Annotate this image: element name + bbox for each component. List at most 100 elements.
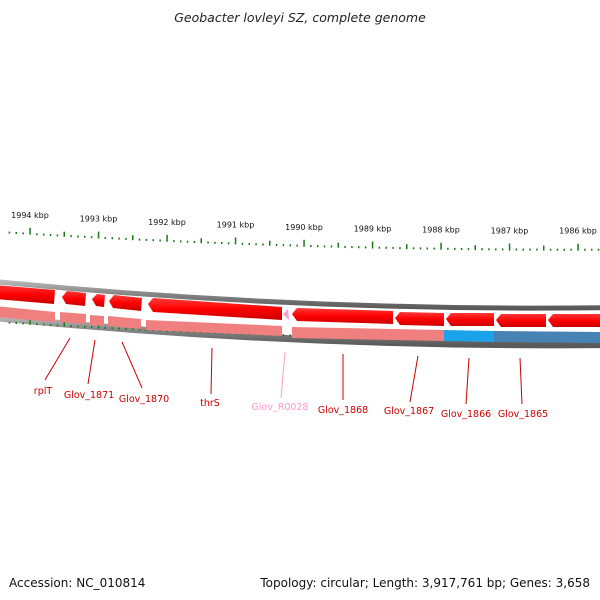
- gene-label-glov-1867[interactable]: Glov_1867: [384, 406, 434, 417]
- gene-arrow-glov-1870[interactable]: [109, 295, 142, 311]
- scale-tick: [118, 327, 120, 330]
- scale-tick: [70, 325, 72, 328]
- scale-tick: [186, 240, 189, 243]
- scale-tick: [508, 243, 511, 251]
- scale-tick: [111, 327, 113, 330]
- gene-label-glov-1866[interactable]: Glov_1866: [441, 409, 491, 420]
- backbone-lower: [0, 314, 600, 349]
- scale-tick: [200, 238, 202, 244]
- scale-tick: [577, 243, 579, 251]
- scale-tick: [358, 246, 360, 249]
- scale-tick: [77, 235, 79, 238]
- scale-tick: [378, 246, 381, 249]
- genome-summary-text: Topology: circular; Length: 3,917,761 bp…: [260, 576, 590, 590]
- scale-tick: [248, 243, 250, 245]
- gene-label-rplT[interactable]: rplT: [34, 386, 53, 397]
- scale-tick: [269, 240, 271, 246]
- gene-arrow-rplT[interactable]: [62, 291, 86, 306]
- scale-tick: [460, 248, 463, 250]
- gene-label-glov-1865[interactable]: Glov_1865: [498, 409, 548, 420]
- scale-tick: [125, 327, 127, 330]
- scale-tick: [36, 233, 38, 236]
- scale-tick: [255, 243, 257, 246]
- lower-segment: [108, 316, 141, 329]
- scale-tick: [111, 237, 113, 240]
- scale-tick: [488, 248, 490, 251]
- scale-tick: [536, 248, 538, 251]
- scale-tick: [597, 248, 600, 251]
- scale-label: 1994 kbp: [11, 211, 49, 220]
- scale-tick: [282, 244, 285, 247]
- scale-tick: [49, 324, 52, 326]
- gene-arrow-glov-1871[interactable]: [92, 294, 105, 307]
- gene-arrow-glov-r0028[interactable]: [283, 309, 289, 320]
- gene-arrow-glov-1867[interactable]: [395, 312, 444, 326]
- scale-tick: [104, 236, 107, 239]
- scale-tick: [193, 241, 196, 243]
- gene-arrow[interactable]: [0, 285, 55, 304]
- leader-line: [87, 339, 96, 385]
- scale-tick: [77, 325, 79, 328]
- scale-tick: [303, 239, 305, 247]
- scale-tick: [364, 246, 367, 249]
- scale-tick: [125, 237, 127, 240]
- scale-tick: [207, 241, 209, 244]
- scale-tick: [90, 236, 93, 239]
- scale-tick: [63, 321, 65, 327]
- gene-arrow-glov-1868[interactable]: [292, 308, 393, 324]
- lower-segment-highlight: [444, 330, 494, 342]
- scale-tick: [43, 233, 45, 236]
- lower-segment-highlight: [494, 331, 600, 343]
- scale-tick: [543, 245, 545, 251]
- scale-label: 1991 kbp: [217, 221, 255, 230]
- scale-tick: [447, 247, 449, 250]
- scale-tick: [454, 247, 456, 250]
- scale-tick: [138, 328, 141, 331]
- gene-label-thrS[interactable]: thrS: [200, 398, 220, 409]
- gene-arrow[interactable]: [548, 314, 600, 327]
- scale-tick: [399, 247, 401, 250]
- scale-tick: [63, 231, 65, 237]
- gene-label-glov-r0028[interactable]: Glov_R0028: [252, 402, 309, 413]
- scale-tick: [310, 245, 312, 247]
- scale-tick: [495, 248, 497, 251]
- scale-tick: [275, 244, 278, 246]
- leader-line: [409, 355, 419, 403]
- gene-arrow-glov-1866[interactable]: [446, 313, 494, 326]
- leader-line: [44, 337, 71, 381]
- gene-arrow-glov-1865[interactable]: [496, 314, 546, 327]
- scale-label: 1986 kbp: [559, 227, 597, 236]
- scale-tick: [323, 245, 326, 248]
- lower-segment: [292, 327, 444, 341]
- leader-line: [121, 341, 143, 389]
- scale-label: 1992 kbp: [148, 218, 186, 227]
- scale-tick: [591, 248, 593, 251]
- scale-tick: [501, 248, 504, 251]
- scale-tick: [227, 242, 230, 245]
- gene-arrow-thrS[interactable]: [148, 298, 282, 320]
- leader-line: [210, 347, 213, 395]
- scale-tick: [180, 240, 182, 243]
- gene-label-glov-1870[interactable]: Glov_1870: [119, 394, 169, 405]
- scale-tick: [330, 245, 333, 248]
- scale-tick: [234, 237, 237, 245]
- scale-label: 1990 kbp: [285, 223, 323, 232]
- map-title: Geobacter lovleyi SZ, complete genome: [174, 10, 426, 25]
- scale-tick: [515, 248, 518, 251]
- scale-tick: [481, 248, 483, 251]
- scale-tick: [221, 242, 223, 244]
- scale-tick: [97, 231, 100, 239]
- scale-label: 1987 kbp: [491, 227, 529, 236]
- scale-tick: [90, 326, 93, 329]
- scale-tick: [159, 239, 161, 242]
- scale-tick: [132, 235, 134, 241]
- scale-tick: [392, 246, 394, 249]
- scale-tick: [173, 240, 175, 243]
- scale-tick: [84, 235, 86, 238]
- gene-label-glov-1871[interactable]: Glov_1871: [64, 390, 114, 401]
- scale-tick: [522, 248, 524, 251]
- scale-tick: [385, 246, 387, 249]
- gene-label-glov-1868[interactable]: Glov_1868: [318, 405, 368, 416]
- scale-tick: [241, 242, 244, 245]
